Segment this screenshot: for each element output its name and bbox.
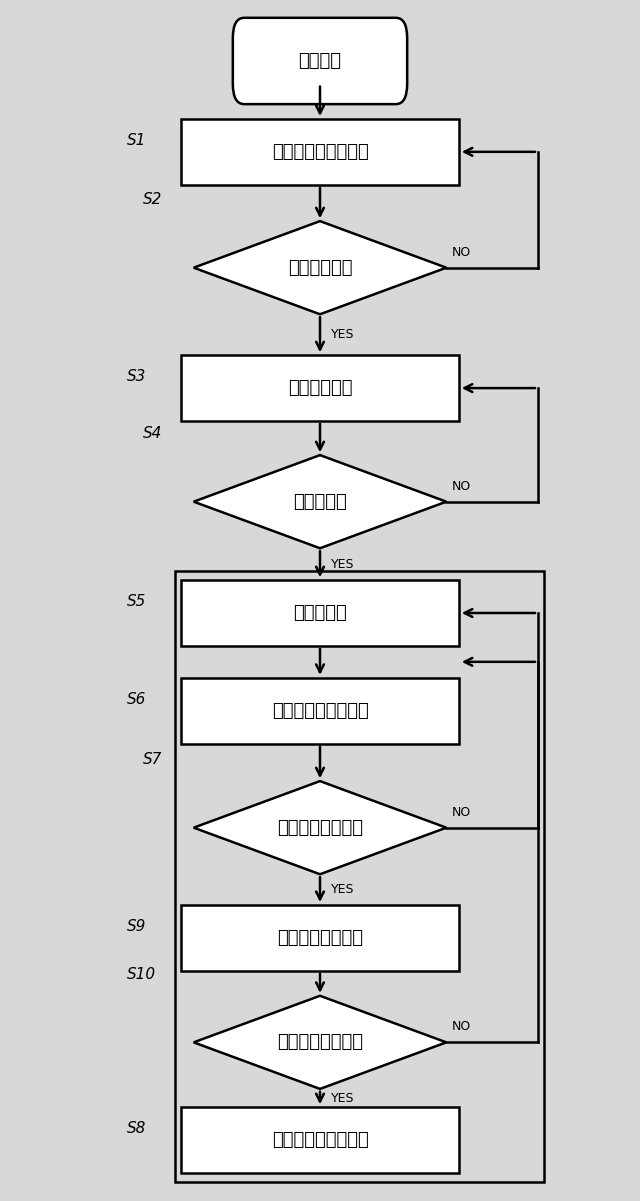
Text: S4: S4 [143, 426, 162, 442]
Text: 調整完了？: 調整完了？ [293, 492, 347, 510]
Text: S10: S10 [127, 967, 156, 982]
FancyBboxPatch shape [233, 18, 407, 104]
Text: S1: S1 [127, 133, 147, 148]
Text: NO: NO [451, 806, 470, 819]
Text: 引き込み可能モード: 引き込み可能モード [271, 143, 369, 161]
Text: YES: YES [332, 557, 355, 570]
Polygon shape [194, 455, 446, 548]
Text: YES: YES [332, 883, 355, 896]
Text: 位置調整通知: 位置調整通知 [288, 380, 352, 398]
Text: 規制解除可能通知: 規制解除可能通知 [277, 928, 363, 946]
Text: 接続された？: 接続された？ [288, 258, 352, 276]
Text: S2: S2 [143, 192, 162, 208]
FancyBboxPatch shape [181, 580, 459, 646]
Text: S8: S8 [127, 1122, 147, 1136]
FancyBboxPatch shape [181, 904, 459, 970]
Text: 規制モード: 規制モード [293, 604, 347, 622]
Text: 許可トリガ入力？: 許可トリガ入力？ [277, 1033, 363, 1051]
Text: NO: NO [451, 1021, 470, 1033]
Text: S3: S3 [127, 369, 147, 384]
Text: S5: S5 [127, 594, 147, 609]
Text: 引き込み可能モード: 引き込み可能モード [271, 1131, 369, 1149]
Polygon shape [194, 781, 446, 874]
Text: スタート: スタート [298, 52, 342, 70]
Text: S7: S7 [143, 753, 162, 767]
Text: YES: YES [332, 328, 355, 341]
FancyBboxPatch shape [181, 677, 459, 743]
FancyBboxPatch shape [181, 1107, 459, 1173]
FancyBboxPatch shape [181, 355, 459, 422]
Text: マスタスレーブ制御: マスタスレーブ制御 [271, 701, 369, 719]
Polygon shape [194, 996, 446, 1089]
Text: S6: S6 [127, 692, 147, 707]
Text: 関節が収容可能？: 関節が収容可能？ [277, 819, 363, 837]
Polygon shape [194, 221, 446, 315]
Bar [175, 570, 544, 1182]
Text: YES: YES [332, 1092, 355, 1105]
Text: NO: NO [451, 479, 470, 492]
FancyBboxPatch shape [181, 119, 459, 185]
Text: S9: S9 [127, 919, 147, 934]
Text: NO: NO [451, 245, 470, 258]
